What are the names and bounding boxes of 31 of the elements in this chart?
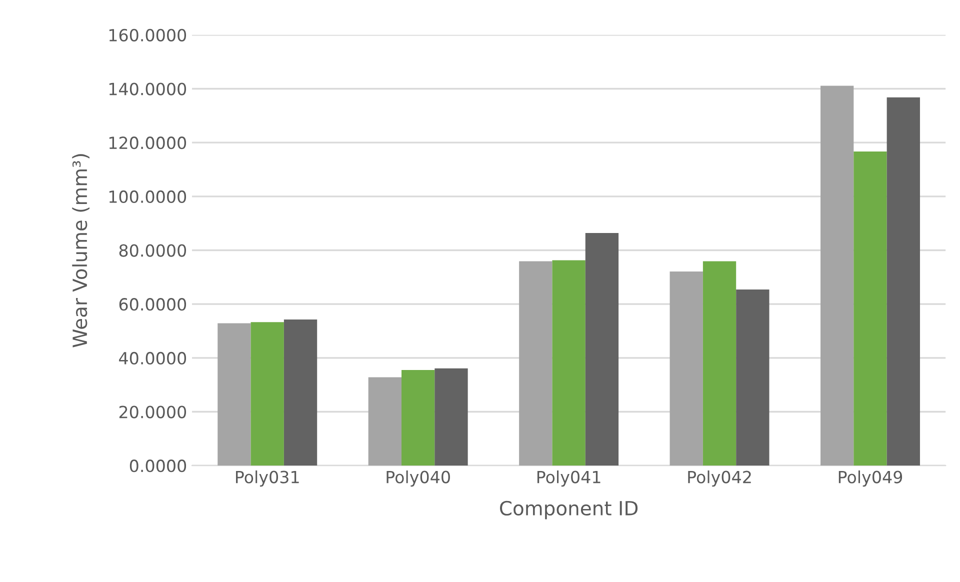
y-tick-label: 80.0000 — [119, 244, 186, 257]
x-tick-label: Poly040 — [386, 470, 450, 487]
y-tick-label: 40.0000 — [119, 352, 186, 364]
y-tick-label: 120.0000 — [109, 136, 186, 150]
bar — [552, 260, 586, 466]
bar — [585, 233, 619, 466]
bar — [402, 370, 435, 466]
x-tick-label: Poly049 — [838, 470, 902, 487]
x-tick-label: Poly042 — [688, 470, 751, 487]
bar — [368, 377, 402, 466]
bar — [820, 86, 854, 466]
bar — [284, 319, 318, 466]
y-tick-label: 160.0000 — [109, 28, 186, 42]
bar — [702, 261, 736, 466]
y-tick-label: 100.0000 — [109, 190, 186, 203]
bar — [736, 290, 770, 466]
x-tick-label: Poly031 — [236, 470, 299, 487]
y-tick-label: 140.0000 — [109, 82, 186, 96]
bar — [218, 323, 251, 466]
x-tick-label: Poly041 — [537, 470, 600, 487]
y-tick-label: 0.0000 — [130, 460, 186, 472]
bar — [886, 97, 920, 466]
bar — [434, 368, 468, 466]
y-tick-label: 60.0000 — [119, 298, 186, 311]
bar — [670, 272, 703, 466]
y-axis-title: Wear Volume (mm³) — [72, 154, 90, 348]
x-axis-title: Component ID — [500, 500, 638, 520]
bar — [250, 322, 284, 466]
bar — [519, 261, 552, 466]
y-tick-label: 20.0000 — [119, 406, 186, 418]
bar — [854, 151, 887, 466]
